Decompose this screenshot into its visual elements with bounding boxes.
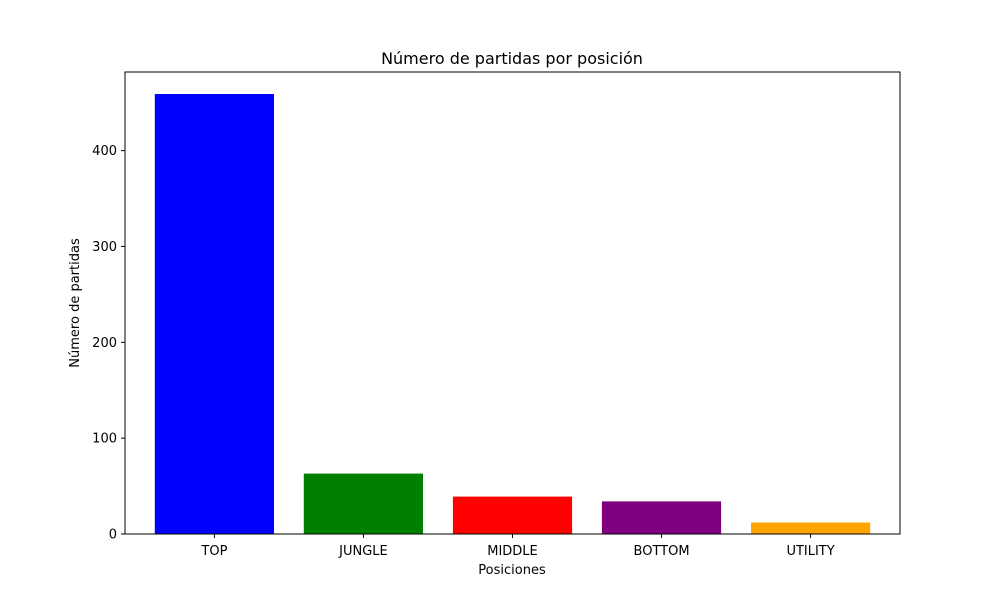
y-tick-label: 300 [92, 240, 117, 255]
bar-middle [452, 496, 573, 534]
chart-title: Número de partidas por posición [381, 49, 643, 68]
x-tick-label: BOTTOM [634, 544, 690, 559]
bar-top [154, 94, 274, 534]
x-axis-title: Posiciones [478, 563, 546, 578]
bar-jungle [303, 473, 423, 534]
x-tick-label: JUNGLE [338, 544, 388, 559]
x-axis: TOP JUNGLE MIDDLE BOTTOM UTILITY [200, 534, 835, 559]
y-tick-label: 100 [92, 432, 117, 447]
bar-bottom [601, 501, 722, 534]
y-axis-title: Número de partidas [68, 238, 83, 368]
bars [154, 94, 871, 534]
x-tick-label: UTILITY [786, 544, 834, 559]
y-axis: 0 100 200 300 400 [92, 144, 125, 543]
bar-utility [751, 522, 871, 534]
x-tick-label: TOP [200, 544, 227, 559]
y-tick-label: 400 [92, 144, 117, 159]
y-tick-label: 0 [109, 528, 117, 543]
x-tick-label: MIDDLE [487, 544, 538, 559]
y-tick-label: 200 [92, 336, 117, 351]
